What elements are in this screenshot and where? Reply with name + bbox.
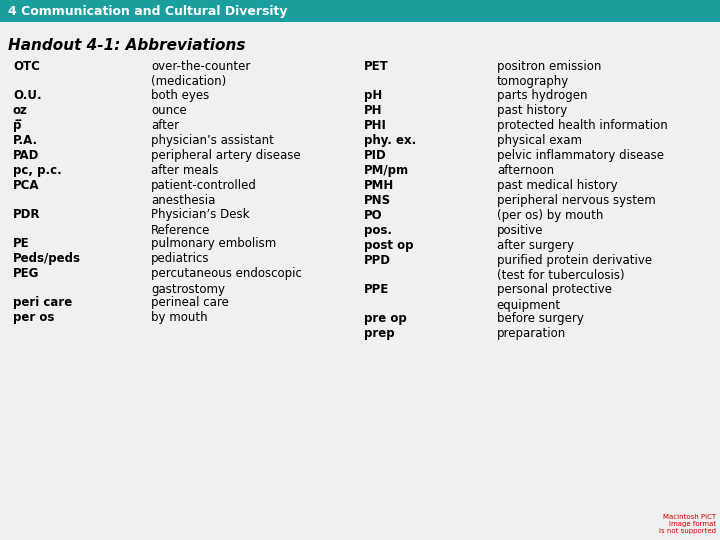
Text: p̅: p̅: [13, 119, 22, 132]
Text: Handout 4-1: Abbreviations: Handout 4-1: Abbreviations: [8, 38, 246, 53]
Text: OTC: OTC: [13, 60, 40, 73]
Text: ounce: ounce: [151, 104, 187, 117]
Text: physical exam: physical exam: [497, 134, 582, 147]
Text: both eyes: both eyes: [151, 89, 210, 102]
Text: after meals: after meals: [151, 164, 219, 177]
Text: peripheral artery disease: peripheral artery disease: [151, 149, 301, 162]
Text: before surgery: before surgery: [497, 312, 584, 325]
Text: prep: prep: [364, 327, 395, 340]
Text: pediatrics: pediatrics: [151, 252, 210, 265]
Text: PDR: PDR: [13, 208, 40, 221]
Text: past history: past history: [497, 104, 567, 117]
Text: preparation: preparation: [497, 327, 566, 340]
Text: pelvic inflammatory disease: pelvic inflammatory disease: [497, 149, 664, 162]
Text: past medical history: past medical history: [497, 179, 618, 192]
Text: positron emission
tomography: positron emission tomography: [497, 60, 601, 89]
Text: over-the-counter
(medication): over-the-counter (medication): [151, 60, 251, 89]
Text: PO: PO: [364, 209, 382, 222]
Bar: [0, 0, 720, 22]
Text: PCA: PCA: [13, 179, 40, 192]
Text: positive: positive: [497, 224, 544, 237]
Text: PMH: PMH: [364, 179, 394, 192]
Text: personal protective
equipment: personal protective equipment: [497, 283, 612, 312]
Text: percutaneous endoscopic
gastrostomy: percutaneous endoscopic gastrostomy: [151, 267, 302, 295]
Text: pos.: pos.: [364, 224, 392, 237]
Text: PPD: PPD: [364, 254, 391, 267]
Text: afternoon: afternoon: [497, 164, 554, 177]
Text: PAD: PAD: [13, 149, 40, 162]
Text: purified protein derivative
(test for tuberculosis): purified protein derivative (test for tu…: [497, 254, 652, 282]
Text: post op: post op: [364, 239, 413, 252]
Text: (per os) by mouth: (per os) by mouth: [497, 209, 603, 222]
Text: after: after: [151, 119, 179, 132]
Text: PID: PID: [364, 149, 387, 162]
Text: PNS: PNS: [364, 194, 391, 207]
Text: physician’s assistant: physician’s assistant: [151, 134, 274, 147]
Text: Macintosh PICT
image format
is not supported: Macintosh PICT image format is not suppo…: [659, 514, 716, 534]
Text: PHI: PHI: [364, 119, 387, 132]
Text: pulmonary embolism: pulmonary embolism: [151, 237, 276, 250]
Text: PE: PE: [13, 237, 30, 250]
Text: by mouth: by mouth: [151, 311, 208, 324]
Text: pc, p.c.: pc, p.c.: [13, 164, 62, 177]
Text: oz: oz: [13, 104, 28, 117]
Text: pH: pH: [364, 89, 382, 102]
Text: P.A.: P.A.: [13, 134, 38, 147]
Text: 4 Communication and Cultural Diversity: 4 Communication and Cultural Diversity: [8, 4, 287, 17]
Text: parts hydrogen: parts hydrogen: [497, 89, 588, 102]
Text: after surgery: after surgery: [497, 239, 574, 252]
Text: PEG: PEG: [13, 267, 40, 280]
Text: protected health information: protected health information: [497, 119, 667, 132]
Text: Physician’s Desk
Reference: Physician’s Desk Reference: [151, 208, 250, 237]
Text: O.U.: O.U.: [13, 89, 42, 102]
Text: PPE: PPE: [364, 283, 389, 296]
Text: pre op: pre op: [364, 312, 406, 325]
Text: PET: PET: [364, 60, 388, 73]
Text: Peds/peds: Peds/peds: [13, 252, 81, 265]
Text: patient-controlled
anesthesia: patient-controlled anesthesia: [151, 179, 257, 207]
Text: PM/pm: PM/pm: [364, 164, 409, 177]
Text: perineal care: perineal care: [151, 296, 229, 309]
Text: phy. ex.: phy. ex.: [364, 134, 416, 147]
Text: PH: PH: [364, 104, 382, 117]
Text: peripheral nervous system: peripheral nervous system: [497, 194, 655, 207]
Text: per os: per os: [13, 311, 54, 324]
Text: peri care: peri care: [13, 296, 72, 309]
